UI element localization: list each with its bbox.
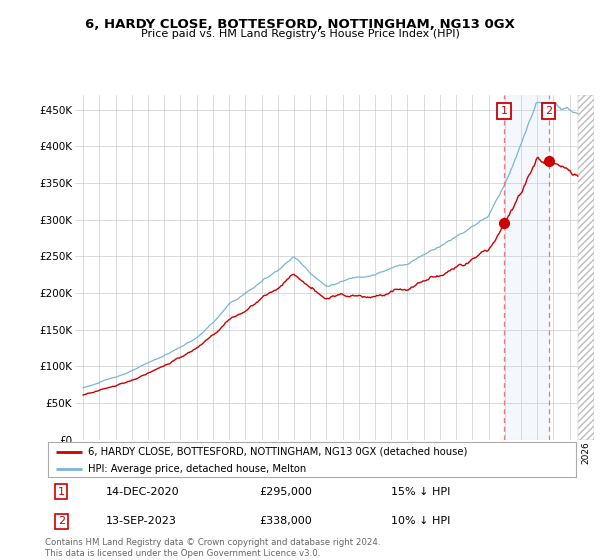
Text: Price paid vs. HM Land Registry's House Price Index (HPI): Price paid vs. HM Land Registry's House … [140, 29, 460, 39]
Text: 2: 2 [58, 516, 65, 526]
Text: 13-SEP-2023: 13-SEP-2023 [106, 516, 177, 526]
Text: 10% ↓ HPI: 10% ↓ HPI [391, 516, 451, 526]
Text: 6, HARDY CLOSE, BOTTESFORD, NOTTINGHAM, NG13 0GX: 6, HARDY CLOSE, BOTTESFORD, NOTTINGHAM, … [85, 18, 515, 31]
Text: 6, HARDY CLOSE, BOTTESFORD, NOTTINGHAM, NG13 0GX (detached house): 6, HARDY CLOSE, BOTTESFORD, NOTTINGHAM, … [88, 447, 467, 457]
Text: Contains HM Land Registry data © Crown copyright and database right 2024.
This d: Contains HM Land Registry data © Crown c… [45, 538, 380, 558]
Text: £295,000: £295,000 [259, 487, 312, 497]
Text: £338,000: £338,000 [259, 516, 312, 526]
Text: 2: 2 [545, 106, 552, 116]
Text: 1: 1 [58, 487, 65, 497]
Text: 14-DEC-2020: 14-DEC-2020 [106, 487, 180, 497]
Text: 1: 1 [500, 106, 508, 116]
Bar [504, 95, 548, 440]
Text: HPI: Average price, detached house, Melton: HPI: Average price, detached house, Melt… [88, 464, 306, 474]
Text: 15% ↓ HPI: 15% ↓ HPI [391, 487, 451, 497]
